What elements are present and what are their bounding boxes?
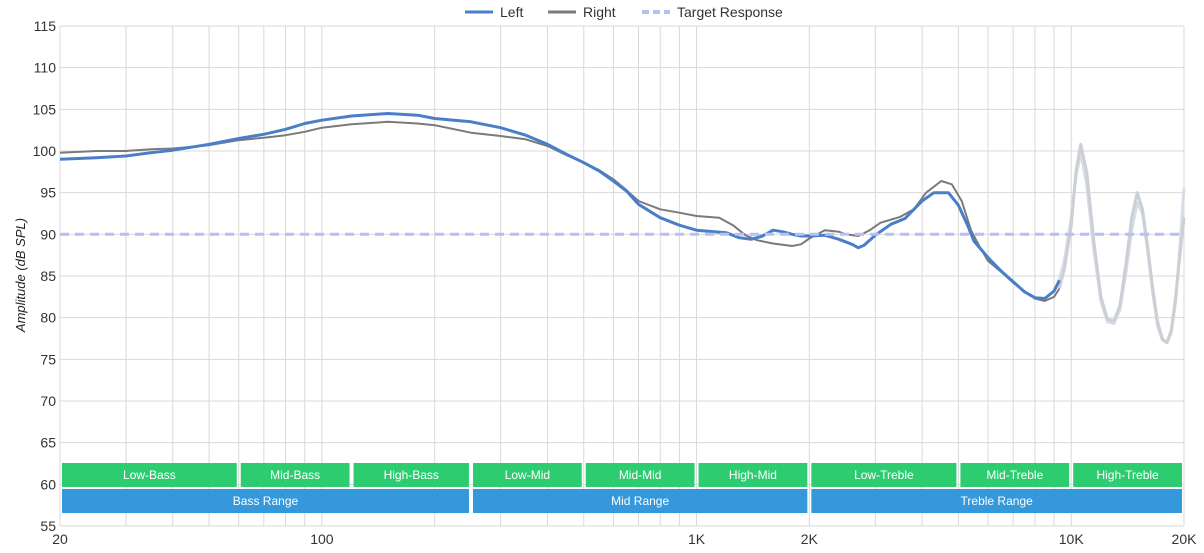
sub-band — [811, 463, 957, 487]
y-tick-label: 95 — [40, 185, 56, 201]
x-tick-label: 2K — [801, 531, 819, 547]
legend-label: Target Response — [677, 4, 783, 20]
y-tick-label: 115 — [34, 18, 57, 34]
y-tick-label: 85 — [40, 268, 56, 284]
sub-band — [698, 463, 808, 487]
sub-band-label: Low-Treble — [854, 468, 914, 482]
right-faded-line — [1057, 142, 1186, 345]
legend-item-target-response[interactable]: Target Response — [642, 4, 783, 20]
y-tick-label: 105 — [33, 101, 57, 117]
series-lines — [59, 112, 1186, 345]
sub-band-label: High-Mid — [729, 468, 777, 482]
x-tick-label: 20 — [52, 531, 68, 547]
sub-band — [62, 463, 237, 487]
sub-band-label: High-Bass — [384, 468, 439, 482]
legend-label: Right — [583, 4, 616, 20]
y-tick-label: 80 — [40, 310, 56, 326]
right-line — [59, 120, 1061, 302]
grid — [59, 25, 1185, 527]
y-tick-label: 110 — [34, 60, 57, 76]
sub-band-label: Mid-Bass — [270, 468, 320, 482]
range-band — [62, 489, 469, 513]
y-tick-label: 55 — [40, 518, 56, 534]
left-line — [59, 112, 1061, 300]
y-tick-label: 100 — [33, 143, 57, 159]
y-tick-label: 70 — [40, 393, 56, 409]
sub-band-label: High-Treble — [1096, 468, 1159, 482]
legend-item-right[interactable]: Right — [548, 4, 616, 20]
sub-band — [240, 463, 350, 487]
sub-band — [353, 463, 469, 487]
axes: 55 60 65 70 75 80 85 90 95 100 105 110 115 20 100 1K 2K 1… — [33, 18, 1197, 547]
y-tick-label: 90 — [40, 226, 56, 242]
y-axis-title: Amplitude (dB SPL) — [13, 218, 28, 333]
legend[interactable]: Left Right Target Response — [465, 4, 783, 20]
range-band-label: Mid Range — [611, 494, 669, 508]
x-tick-label: 10K — [1059, 531, 1085, 547]
y-tick-label: 75 — [40, 351, 56, 367]
range-band — [472, 489, 808, 513]
x-tick-label: 1K — [688, 531, 706, 547]
sub-band — [472, 463, 582, 487]
sub-band-label: Low-Mid — [505, 468, 550, 482]
range-band — [811, 489, 1182, 513]
sub-band-label: Low-Bass — [123, 468, 176, 482]
x-tick-label: 100 — [310, 531, 334, 547]
legend-label: Left — [500, 4, 523, 20]
sub-band-label: Mid-Treble — [986, 468, 1043, 482]
x-tick-label: 20K — [1172, 531, 1198, 547]
legend-item-left[interactable]: Left — [465, 4, 523, 20]
sub-band — [585, 463, 695, 487]
range-band-label: Bass Range — [233, 494, 299, 508]
frequency-bands: Low-Bass Mid-Bass High-Bass Low-Mid Mid-Mid H… — [62, 463, 1182, 513]
sub-band — [960, 463, 1070, 487]
y-tick-label: 65 — [40, 435, 56, 451]
left-faded-line — [1057, 151, 1186, 345]
sub-band-label: Mid-Mid — [619, 468, 662, 482]
y-tick-label: 60 — [40, 476, 56, 492]
range-band-label: Treble Range — [961, 494, 1034, 508]
sub-band — [1073, 463, 1182, 487]
